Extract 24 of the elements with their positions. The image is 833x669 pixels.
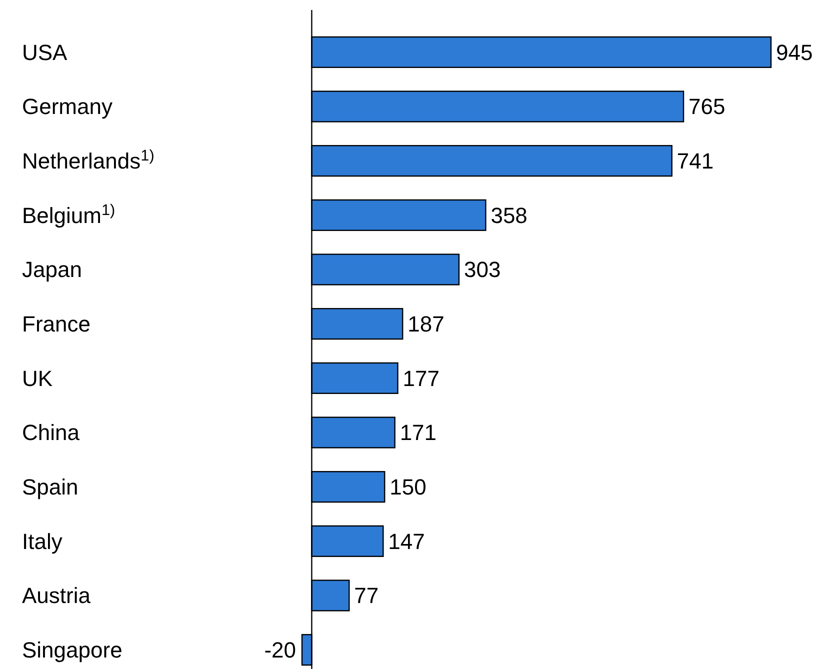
data-label: 171: [400, 420, 437, 446]
y-tick-label: UK: [22, 366, 53, 391]
data-label: 77: [354, 583, 379, 608]
data-label: 765: [688, 94, 726, 120]
data-label: 358: [490, 202, 528, 228]
data-label: 177: [402, 366, 440, 391]
data-label: 741: [676, 148, 714, 174]
y-tick-label: Italy: [22, 528, 62, 554]
y-tick-label: Austria: [22, 583, 92, 608]
data-label: -20: [264, 638, 296, 663]
y-tick-label: Singapore: [22, 638, 122, 663]
data-label: 945: [776, 40, 813, 65]
y-tick-label: Netherlands$^{1)}$: [22, 147, 154, 174]
y-tick-label: Belgium$^{1)}$: [22, 201, 116, 228]
y-tick-label: Spain: [22, 474, 78, 500]
data-label: 303: [464, 257, 501, 282]
data-label: 147: [388, 528, 425, 554]
y-tick-label: USA: [22, 40, 68, 65]
y-tick-label: France: [22, 312, 90, 337]
data-label: 187: [408, 312, 444, 337]
y-tick-label: China: [22, 420, 80, 446]
y-tick-label: Germany: [22, 94, 112, 120]
data-label: 150: [390, 474, 426, 500]
y-tick-label: Japan: [22, 257, 82, 282]
